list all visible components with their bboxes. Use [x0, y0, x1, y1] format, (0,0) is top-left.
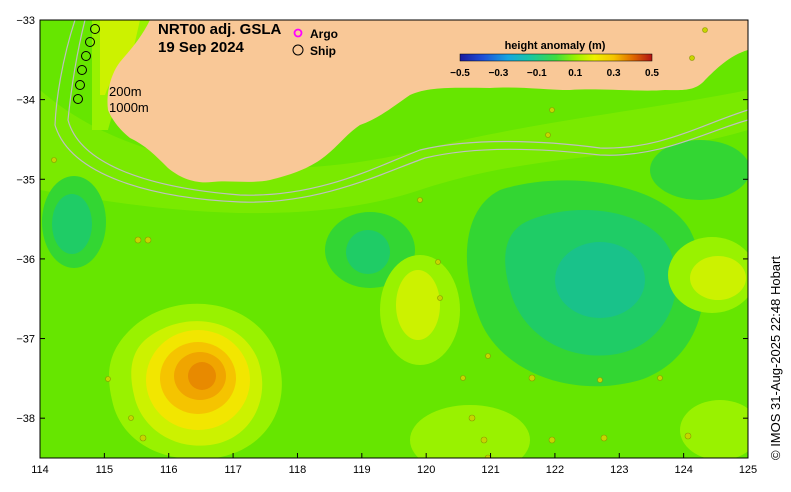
x-tick-label: 117	[224, 464, 242, 476]
ship-legend-label: Ship	[310, 44, 336, 58]
x-tick-label: 125	[739, 464, 757, 476]
mid-eddy-inner	[346, 230, 390, 274]
nw-warm-inner	[100, 20, 140, 95]
x-tick-label: 116	[160, 464, 178, 476]
argo-legend-label: Argo	[310, 27, 338, 41]
colorbar-tick-label: −0.1	[527, 68, 547, 79]
credit-text: © IMOS 31-Aug-2025 22:48 Hobart	[768, 256, 783, 460]
east-eddy-core	[555, 242, 645, 318]
x-tick-label: 123	[610, 464, 628, 476]
x-tick-label: 124	[674, 464, 692, 476]
y-tick-label: −36	[16, 254, 35, 266]
ship-track	[73, 24, 100, 104]
y-tick-label: −34	[16, 95, 35, 107]
x-tick-label: 115	[96, 464, 114, 476]
center-warm-inner	[396, 270, 440, 340]
west-eddy-inner	[52, 194, 92, 254]
colorbar-tick-label: 0.3	[607, 68, 621, 79]
plot-frame	[39, 19, 749, 459]
x-tick-label: 120	[417, 464, 435, 476]
y-axis: −33 −34 −35 −36 −37 −38	[16, 15, 748, 425]
shelf-band	[40, 90, 748, 214]
isobath-label-200: 200m	[109, 84, 142, 99]
x-tick-label: 118	[289, 464, 307, 476]
ship-legend-icon	[292, 44, 304, 56]
colorbar: height anomaly (m) −0.5 −0.3 −0.1 0.1 0.3 0.5	[450, 40, 659, 79]
isobath-200m	[67, 20, 748, 196]
y-tick-label: −37	[16, 334, 35, 346]
south-warm	[410, 405, 530, 458]
y-tick-label: −38	[16, 413, 35, 425]
ne-green	[650, 140, 748, 200]
colorbar-ticks: −0.5 −0.3 −0.1 0.1 0.3 0.5	[450, 68, 659, 79]
colorbar-tick-label: −0.5	[450, 68, 470, 79]
colorbar-title: height anomaly (m)	[505, 40, 606, 52]
isobath-1000m	[54, 20, 748, 203]
argo-legend-icon	[293, 28, 303, 38]
x-tick-label: 119	[353, 464, 371, 476]
product-title: NRT00 adj. GSLA	[158, 21, 282, 38]
colorbar-gradient	[459, 53, 653, 62]
float-markers	[51, 27, 708, 458]
colorbar-tick-label: 0.5	[645, 68, 659, 79]
x-tick-label: 114	[31, 464, 49, 476]
isobath-label-1000: 1000m	[109, 100, 149, 115]
y-tick-label: −33	[16, 15, 35, 27]
colorbar-tick-label: −0.3	[489, 68, 509, 79]
x-tick-label: 121	[481, 464, 499, 476]
warm-eddy-core	[188, 362, 216, 390]
y-tick-label: −35	[16, 174, 35, 186]
se-warm	[680, 400, 748, 458]
x-axis: 114 115 116 117 118 119 120 121 122 123 124 125	[31, 453, 757, 476]
anomaly-field	[40, 20, 748, 458]
marker-legend: Argo Ship	[292, 27, 338, 58]
east-warm-inner	[690, 256, 746, 300]
colorbar-tick-label: 0.1	[568, 68, 582, 79]
x-tick-label: 122	[546, 464, 564, 476]
date-title: 19 Sep 2024	[158, 39, 245, 56]
